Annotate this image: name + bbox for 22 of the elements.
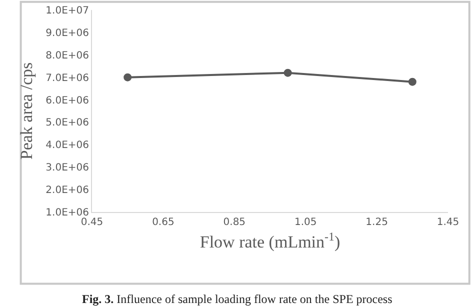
x-tick-label: 1.25 (366, 217, 388, 228)
y-tick-label: 3.0E+06 (46, 162, 89, 174)
y-tick-label: 6.0E+06 (46, 95, 89, 106)
x-tick-label: 1.45 (436, 217, 460, 228)
y-tick-label: 9.0E+06 (46, 28, 89, 39)
x-tick-label: 0.65 (152, 217, 174, 228)
caption: Fig. 3. Influence of sample loading flow rate on the SPE process (82, 292, 393, 306)
x-tick-label: 0.85 (223, 217, 246, 228)
y-tick-label: 8.0E+06 (46, 50, 89, 62)
y-tick-label: 5.0E+06 (46, 118, 89, 129)
y-tick-label: 1.0E+07 (46, 6, 89, 16)
point (408, 78, 416, 86)
y-tick-label: 2.0E+06 (46, 185, 89, 196)
x-axis-title: Flow rate (mLmin$^{-1}$) (200, 229, 340, 252)
y-tick-label: 1.0E+06 (46, 208, 89, 218)
x-tick-label: 0.45 (80, 217, 104, 228)
x-tick-label: 1.05 (294, 217, 317, 228)
point (124, 73, 132, 82)
y-tick-label: 4.0E+06 (46, 140, 89, 152)
y-axis-title: Peak area /cps (17, 62, 36, 160)
y-tick-label: 7.0E+06 (46, 72, 89, 84)
point (284, 68, 292, 77)
